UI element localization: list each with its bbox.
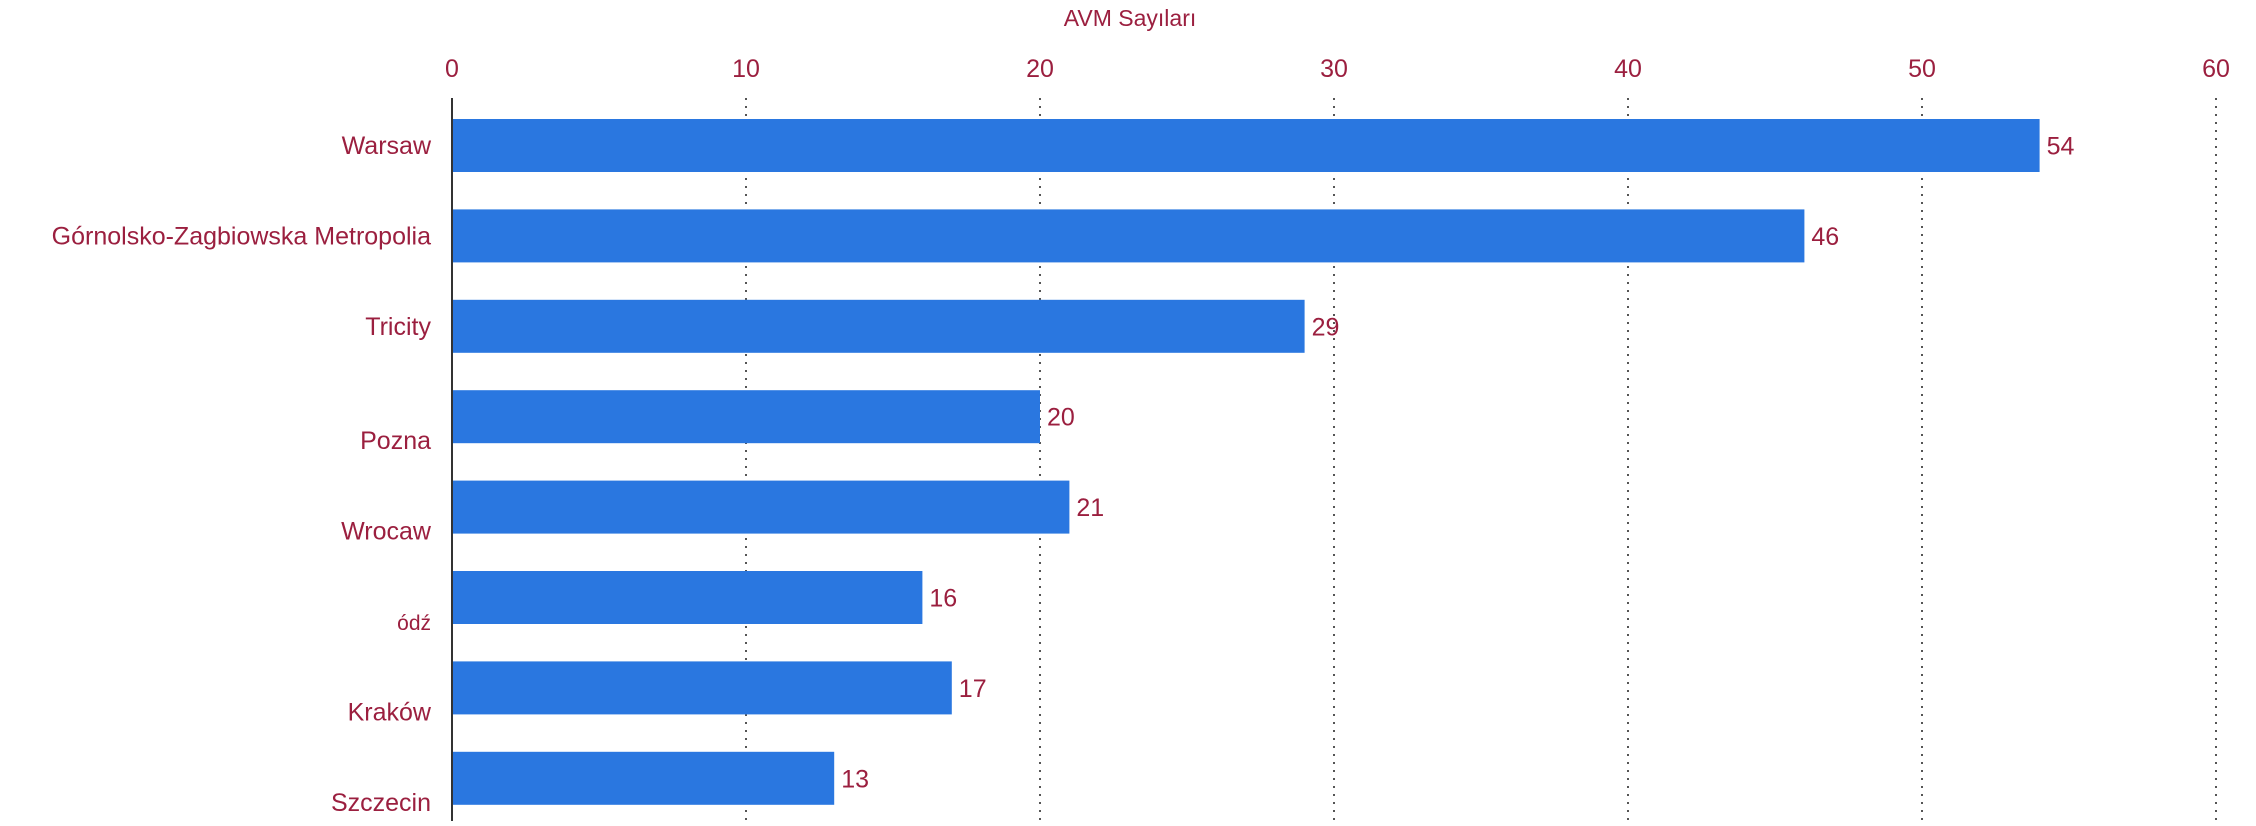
bar <box>452 480 1070 534</box>
x-axis-ticks: 0 10 20 30 40 50 60 <box>445 55 2230 83</box>
data-label: 21 <box>1076 494 1104 522</box>
data-label: 16 <box>929 585 957 613</box>
grid-lines <box>745 98 2217 821</box>
bar <box>452 390 1040 444</box>
category-label: Kraków <box>348 698 432 726</box>
category-label: Górnolsko-Zagbiowska Metropolia <box>52 222 431 250</box>
x-tick-label: 50 <box>1908 55 1936 83</box>
chart-title: AVM Sayıları <box>1064 5 1197 31</box>
x-tick-label: 40 <box>1614 55 1642 83</box>
category-label: ódź <box>397 612 431 635</box>
category-label: Wrocaw <box>341 518 432 546</box>
data-labels: 54 46 29 20 21 16 17 13 <box>841 133 2074 794</box>
category-labels: Warsaw Górnolsko-Zagbiowska Metropolia Tri… <box>52 132 432 817</box>
bar <box>452 661 952 715</box>
bar <box>452 571 923 624</box>
data-label: 29 <box>1312 313 1340 341</box>
category-label: Pozna <box>360 427 431 455</box>
x-tick-label: 0 <box>445 55 459 83</box>
data-label: 17 <box>959 675 987 703</box>
data-label: 54 <box>2047 133 2075 161</box>
data-label: 13 <box>841 765 869 793</box>
category-label: Tricity <box>365 313 431 341</box>
data-label: 20 <box>1047 404 1075 432</box>
data-label: 46 <box>1811 223 1839 251</box>
x-tick-label: 30 <box>1320 55 1348 83</box>
bar <box>452 751 835 805</box>
category-label: Szczecin <box>331 789 431 817</box>
x-tick-label: 20 <box>1026 55 1054 83</box>
x-tick-label: 60 <box>2202 55 2230 83</box>
bars <box>452 119 2040 805</box>
bar <box>452 119 2040 172</box>
category-label: Warsaw <box>342 132 432 160</box>
x-tick-label: 10 <box>732 55 760 83</box>
bar <box>452 209 1805 263</box>
bar <box>452 299 1305 353</box>
